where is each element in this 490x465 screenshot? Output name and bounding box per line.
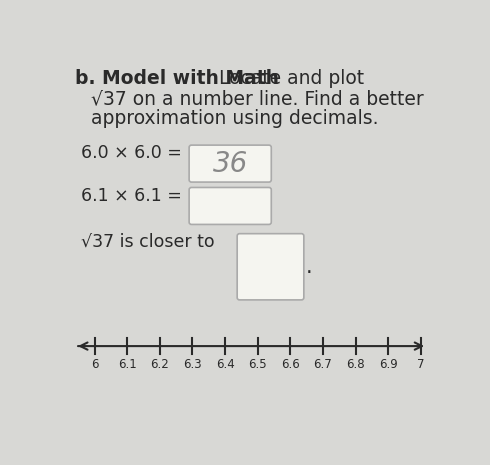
Text: 6.7: 6.7 [314, 358, 332, 371]
Text: 7: 7 [417, 358, 425, 371]
Text: 6.1: 6.1 [118, 358, 137, 371]
Text: .: . [305, 257, 312, 277]
FancyBboxPatch shape [189, 187, 271, 225]
Text: 6.1 × 6.1 =: 6.1 × 6.1 = [81, 187, 181, 205]
Text: 6.2: 6.2 [150, 358, 169, 371]
Text: 6.9: 6.9 [379, 358, 397, 371]
Text: √37 is closer to: √37 is closer to [81, 233, 214, 251]
Text: 6.0 × 6.0 =: 6.0 × 6.0 = [81, 144, 181, 162]
Text: approximation using decimals.: approximation using decimals. [91, 109, 378, 128]
Text: 6.3: 6.3 [183, 358, 202, 371]
Text: 36: 36 [213, 150, 248, 178]
Text: 6.6: 6.6 [281, 358, 300, 371]
Text: 6: 6 [91, 358, 98, 371]
Text: 6.5: 6.5 [248, 358, 267, 371]
Text: Locate and plot: Locate and plot [213, 69, 364, 88]
Text: 6.4: 6.4 [216, 358, 234, 371]
Text: b. Model with Math: b. Model with Math [75, 69, 279, 88]
FancyBboxPatch shape [189, 145, 271, 182]
Text: √37 on a number line. Find a better: √37 on a number line. Find a better [91, 89, 423, 108]
Text: 6.8: 6.8 [346, 358, 365, 371]
FancyBboxPatch shape [237, 234, 304, 300]
